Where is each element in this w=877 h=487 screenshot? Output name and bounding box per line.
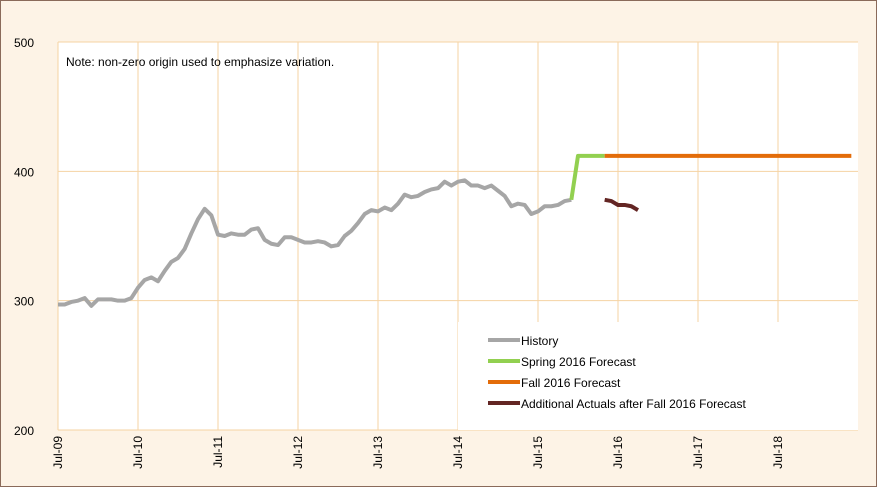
x-tick-label: Jul-14 [451, 436, 465, 469]
x-tick-label: Jul-11 [211, 436, 225, 468]
y-tick-label: 200 [14, 424, 34, 438]
annotation: Note: non-zero origin used to emphasize … [66, 55, 334, 69]
y-tick-label: 400 [14, 165, 34, 179]
x-axis: Jul-09 Jul-10 Jul-11 Jul-12 Jul-13 Jul-14 Jul-… [51, 436, 785, 469]
x-tick-label: Jul-15 [531, 436, 545, 469]
grid: 200 300 400 500 [14, 36, 858, 438]
legend-label: Additional Actuals after Fall 2016 Forec… [521, 397, 746, 411]
x-tick-label: Jul-13 [371, 436, 385, 469]
x-tick-label: Jul-18 [771, 436, 785, 469]
series-line [604, 197, 640, 212]
x-tick-label: Jul-17 [691, 436, 705, 469]
lines [58, 153, 852, 308]
series-line [58, 178, 572, 308]
x-tick-label: Jul-09 [51, 436, 65, 469]
y-tick-label: 300 [14, 295, 34, 309]
legend-box [458, 322, 858, 430]
x-tick-label: Jul-10 [131, 436, 145, 469]
y-tick-label: 500 [14, 36, 34, 50]
series-line [569, 153, 605, 201]
legend: History Spring 2016 Forecast Fall 2016 For… [488, 334, 746, 411]
x-tick-label: Jul-12 [291, 436, 305, 469]
x-tick-label: Jul-16 [611, 436, 625, 469]
legend-label: History [521, 334, 558, 348]
legend-label: Fall 2016 Forecast [521, 376, 621, 390]
legend-label: Spring 2016 Forecast [521, 355, 636, 369]
